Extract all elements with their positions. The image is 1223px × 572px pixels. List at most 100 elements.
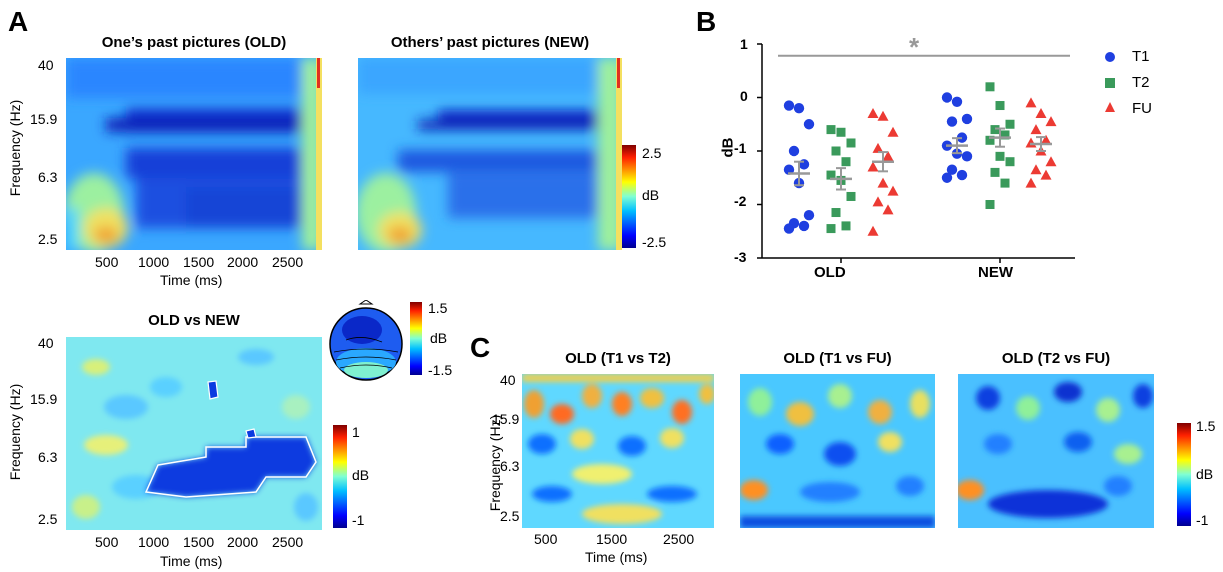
data-point-fu bbox=[1040, 134, 1052, 145]
a-bottom-xtick: 1500 bbox=[183, 534, 215, 550]
cbar-top-mid: dB bbox=[642, 187, 660, 203]
data-point-fu bbox=[877, 110, 889, 121]
data-point-t2 bbox=[990, 125, 1000, 135]
data-point-t2 bbox=[846, 138, 856, 148]
a-top-ytick: 40 bbox=[38, 57, 54, 73]
c-ytick: 6.3 bbox=[500, 458, 520, 474]
data-point-t1 bbox=[941, 92, 953, 103]
legend-marker-t1 bbox=[1105, 52, 1115, 62]
data-point-t2 bbox=[841, 221, 851, 231]
c-xtick: 2500 bbox=[663, 531, 695, 547]
data-point-fu bbox=[1025, 97, 1037, 108]
data-point-fu bbox=[882, 204, 894, 215]
data-point-fu bbox=[1045, 156, 1057, 167]
topo-cbar-min: -1.5 bbox=[428, 362, 453, 378]
data-point-fu bbox=[1040, 169, 1052, 180]
a-top-ylabel: Frequency (Hz) bbox=[7, 99, 23, 197]
b-category-old: OLD bbox=[814, 264, 846, 281]
data-point-t1 bbox=[941, 172, 953, 183]
data-point-t2 bbox=[1000, 130, 1010, 140]
diff-heatmap bbox=[66, 337, 322, 530]
data-point-t2 bbox=[826, 125, 836, 135]
topo-map bbox=[326, 299, 406, 384]
data-point-t1 bbox=[788, 145, 800, 157]
a-top-colorbar bbox=[622, 145, 636, 248]
a-bottom-xtick: 2000 bbox=[227, 534, 259, 550]
data-point-t1 bbox=[961, 151, 973, 162]
data-point-t2 bbox=[985, 200, 995, 209]
legend: T1 T2 FU bbox=[1100, 44, 1210, 134]
a-top-xtick: 2500 bbox=[272, 254, 304, 270]
data-point-t2 bbox=[995, 151, 1005, 161]
c-title-3: OLD (T2 vs FU) bbox=[1001, 350, 1111, 367]
topo-cbar-mid: dB bbox=[430, 330, 448, 346]
old-title: One’s past pictures (OLD) bbox=[101, 34, 287, 51]
data-point-t1 bbox=[946, 164, 958, 175]
data-point-t1 bbox=[803, 210, 815, 221]
c-cbar-max: 1.5 bbox=[1196, 418, 1216, 434]
c-ytick: 40 bbox=[500, 372, 516, 388]
data-point-fu bbox=[877, 177, 889, 188]
legend-t1: T1 bbox=[1132, 48, 1150, 65]
panel-label-b: B bbox=[696, 6, 717, 37]
panel-label-a: A bbox=[8, 6, 29, 37]
new-title: Others’ past pictures (NEW) bbox=[390, 34, 590, 51]
data-point-t2 bbox=[1000, 178, 1010, 188]
data-point-t2 bbox=[836, 127, 846, 137]
data-point-t2 bbox=[846, 191, 856, 201]
data-point-fu bbox=[867, 161, 879, 172]
data-point-t2 bbox=[841, 157, 851, 167]
a-bottom-ytick: 15.9 bbox=[30, 391, 58, 407]
a-bottom-ytick: 40 bbox=[38, 335, 54, 351]
data-point-fu bbox=[867, 225, 879, 236]
cbar-top-min: -2.5 bbox=[642, 234, 667, 250]
data-point-t2 bbox=[1005, 119, 1015, 129]
data-point-t1 bbox=[961, 113, 973, 125]
c-ytick: 15.9 bbox=[492, 411, 520, 427]
data-point-t1 bbox=[783, 223, 795, 234]
b-ytick: 1 bbox=[740, 36, 748, 52]
topo-colorbar bbox=[410, 302, 422, 375]
c-heatmap-1 bbox=[522, 374, 714, 528]
c-cbar-min: -1 bbox=[1196, 512, 1209, 528]
a-top-xtick: 1500 bbox=[183, 254, 215, 270]
c-xtick: 1500 bbox=[596, 531, 628, 547]
c-xlabel: Time (ms) bbox=[585, 549, 648, 565]
data-point-fu bbox=[1030, 124, 1042, 135]
a-bottom-xtick: 1000 bbox=[138, 534, 170, 550]
a-top-ytick: 6.3 bbox=[38, 169, 58, 185]
data-point-fu bbox=[1030, 164, 1042, 175]
cbar-top-max: 2.5 bbox=[642, 145, 662, 161]
diff-title: OLD vs NEW bbox=[148, 312, 240, 329]
data-point-fu bbox=[882, 150, 894, 161]
a-top-ytick: 15.9 bbox=[30, 111, 58, 127]
c-cbar-mid: dB bbox=[1196, 466, 1214, 482]
panel-label-c: C bbox=[470, 332, 491, 363]
data-point-fu bbox=[1035, 108, 1047, 119]
data-point-fu bbox=[1025, 137, 1037, 148]
b-ytick: 0 bbox=[740, 88, 748, 104]
b-ytick: -3 bbox=[734, 249, 747, 265]
data-point-fu bbox=[872, 142, 884, 153]
data-point-t2 bbox=[995, 101, 1005, 111]
data-point-t2 bbox=[826, 170, 836, 180]
old-heatmap bbox=[66, 58, 322, 250]
data-point-t2 bbox=[990, 167, 1000, 177]
a-top-xtick: 1000 bbox=[138, 254, 170, 270]
a-diff-colorbar bbox=[333, 425, 347, 528]
data-point-fu bbox=[1025, 177, 1037, 188]
data-point-t1 bbox=[803, 119, 815, 130]
c-heatmap-3 bbox=[958, 374, 1154, 528]
a-top-ytick: 2.5 bbox=[38, 231, 58, 247]
data-point-t2 bbox=[826, 224, 836, 234]
new-heatmap bbox=[358, 58, 622, 250]
c-heatmap-2 bbox=[740, 374, 935, 528]
topo-cbar-max: 1.5 bbox=[428, 300, 448, 316]
c-title-1: OLD (T1 vs T2) bbox=[565, 350, 671, 367]
data-point-fu bbox=[867, 108, 879, 119]
data-point-fu bbox=[887, 185, 899, 196]
a-top-xlabel: Time (ms) bbox=[160, 272, 223, 288]
a-bottom-xtick: 2500 bbox=[272, 534, 304, 550]
b-category-new: NEW bbox=[978, 264, 1013, 281]
a-top-xtick: 2000 bbox=[227, 254, 259, 270]
